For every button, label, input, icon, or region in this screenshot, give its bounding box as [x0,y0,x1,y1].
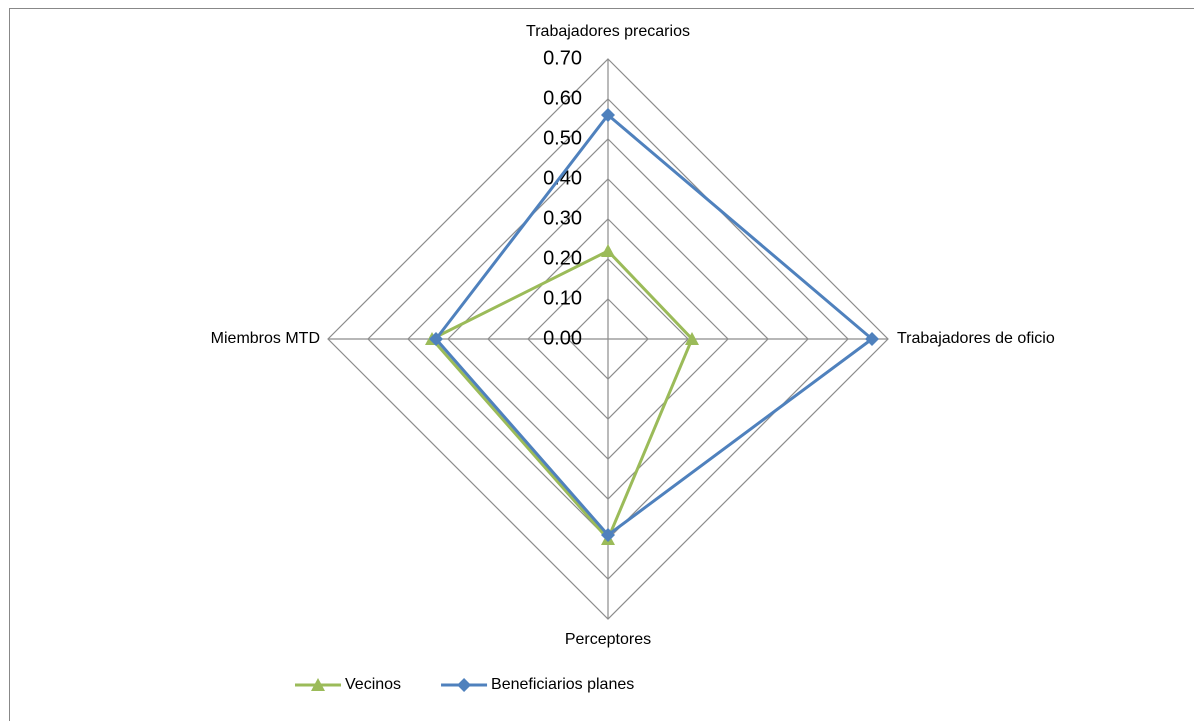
data-point [865,332,879,346]
data-point [601,244,615,257]
r-tick-label: 0.50 [543,127,582,149]
data-point [429,332,443,346]
category-label: Trabajadores precarios [526,23,690,40]
r-tick-label: 0.70 [543,47,582,69]
r-tick-label: 0.30 [543,207,582,229]
category-label: Trabajadores de oficio [897,330,1055,347]
r-tick-label: 0.20 [543,247,582,269]
data-point [601,528,615,542]
r-tick-label: 0.40 [543,167,582,189]
legend-label: Beneficiarios planes [491,676,634,693]
category-label: Perceptores [565,631,651,648]
chart-frame [9,8,1194,721]
legend-marker [457,678,472,692]
r-tick-label: 0.10 [543,287,582,309]
legend-label: Vecinos [345,676,401,693]
legend-marker [311,678,325,691]
data-point [685,332,699,345]
r-tick-label: 0.60 [543,87,582,109]
category-label: Miembros MTD [211,330,320,347]
r-tick-label: 0.00 [543,327,582,349]
data-point [601,108,615,122]
